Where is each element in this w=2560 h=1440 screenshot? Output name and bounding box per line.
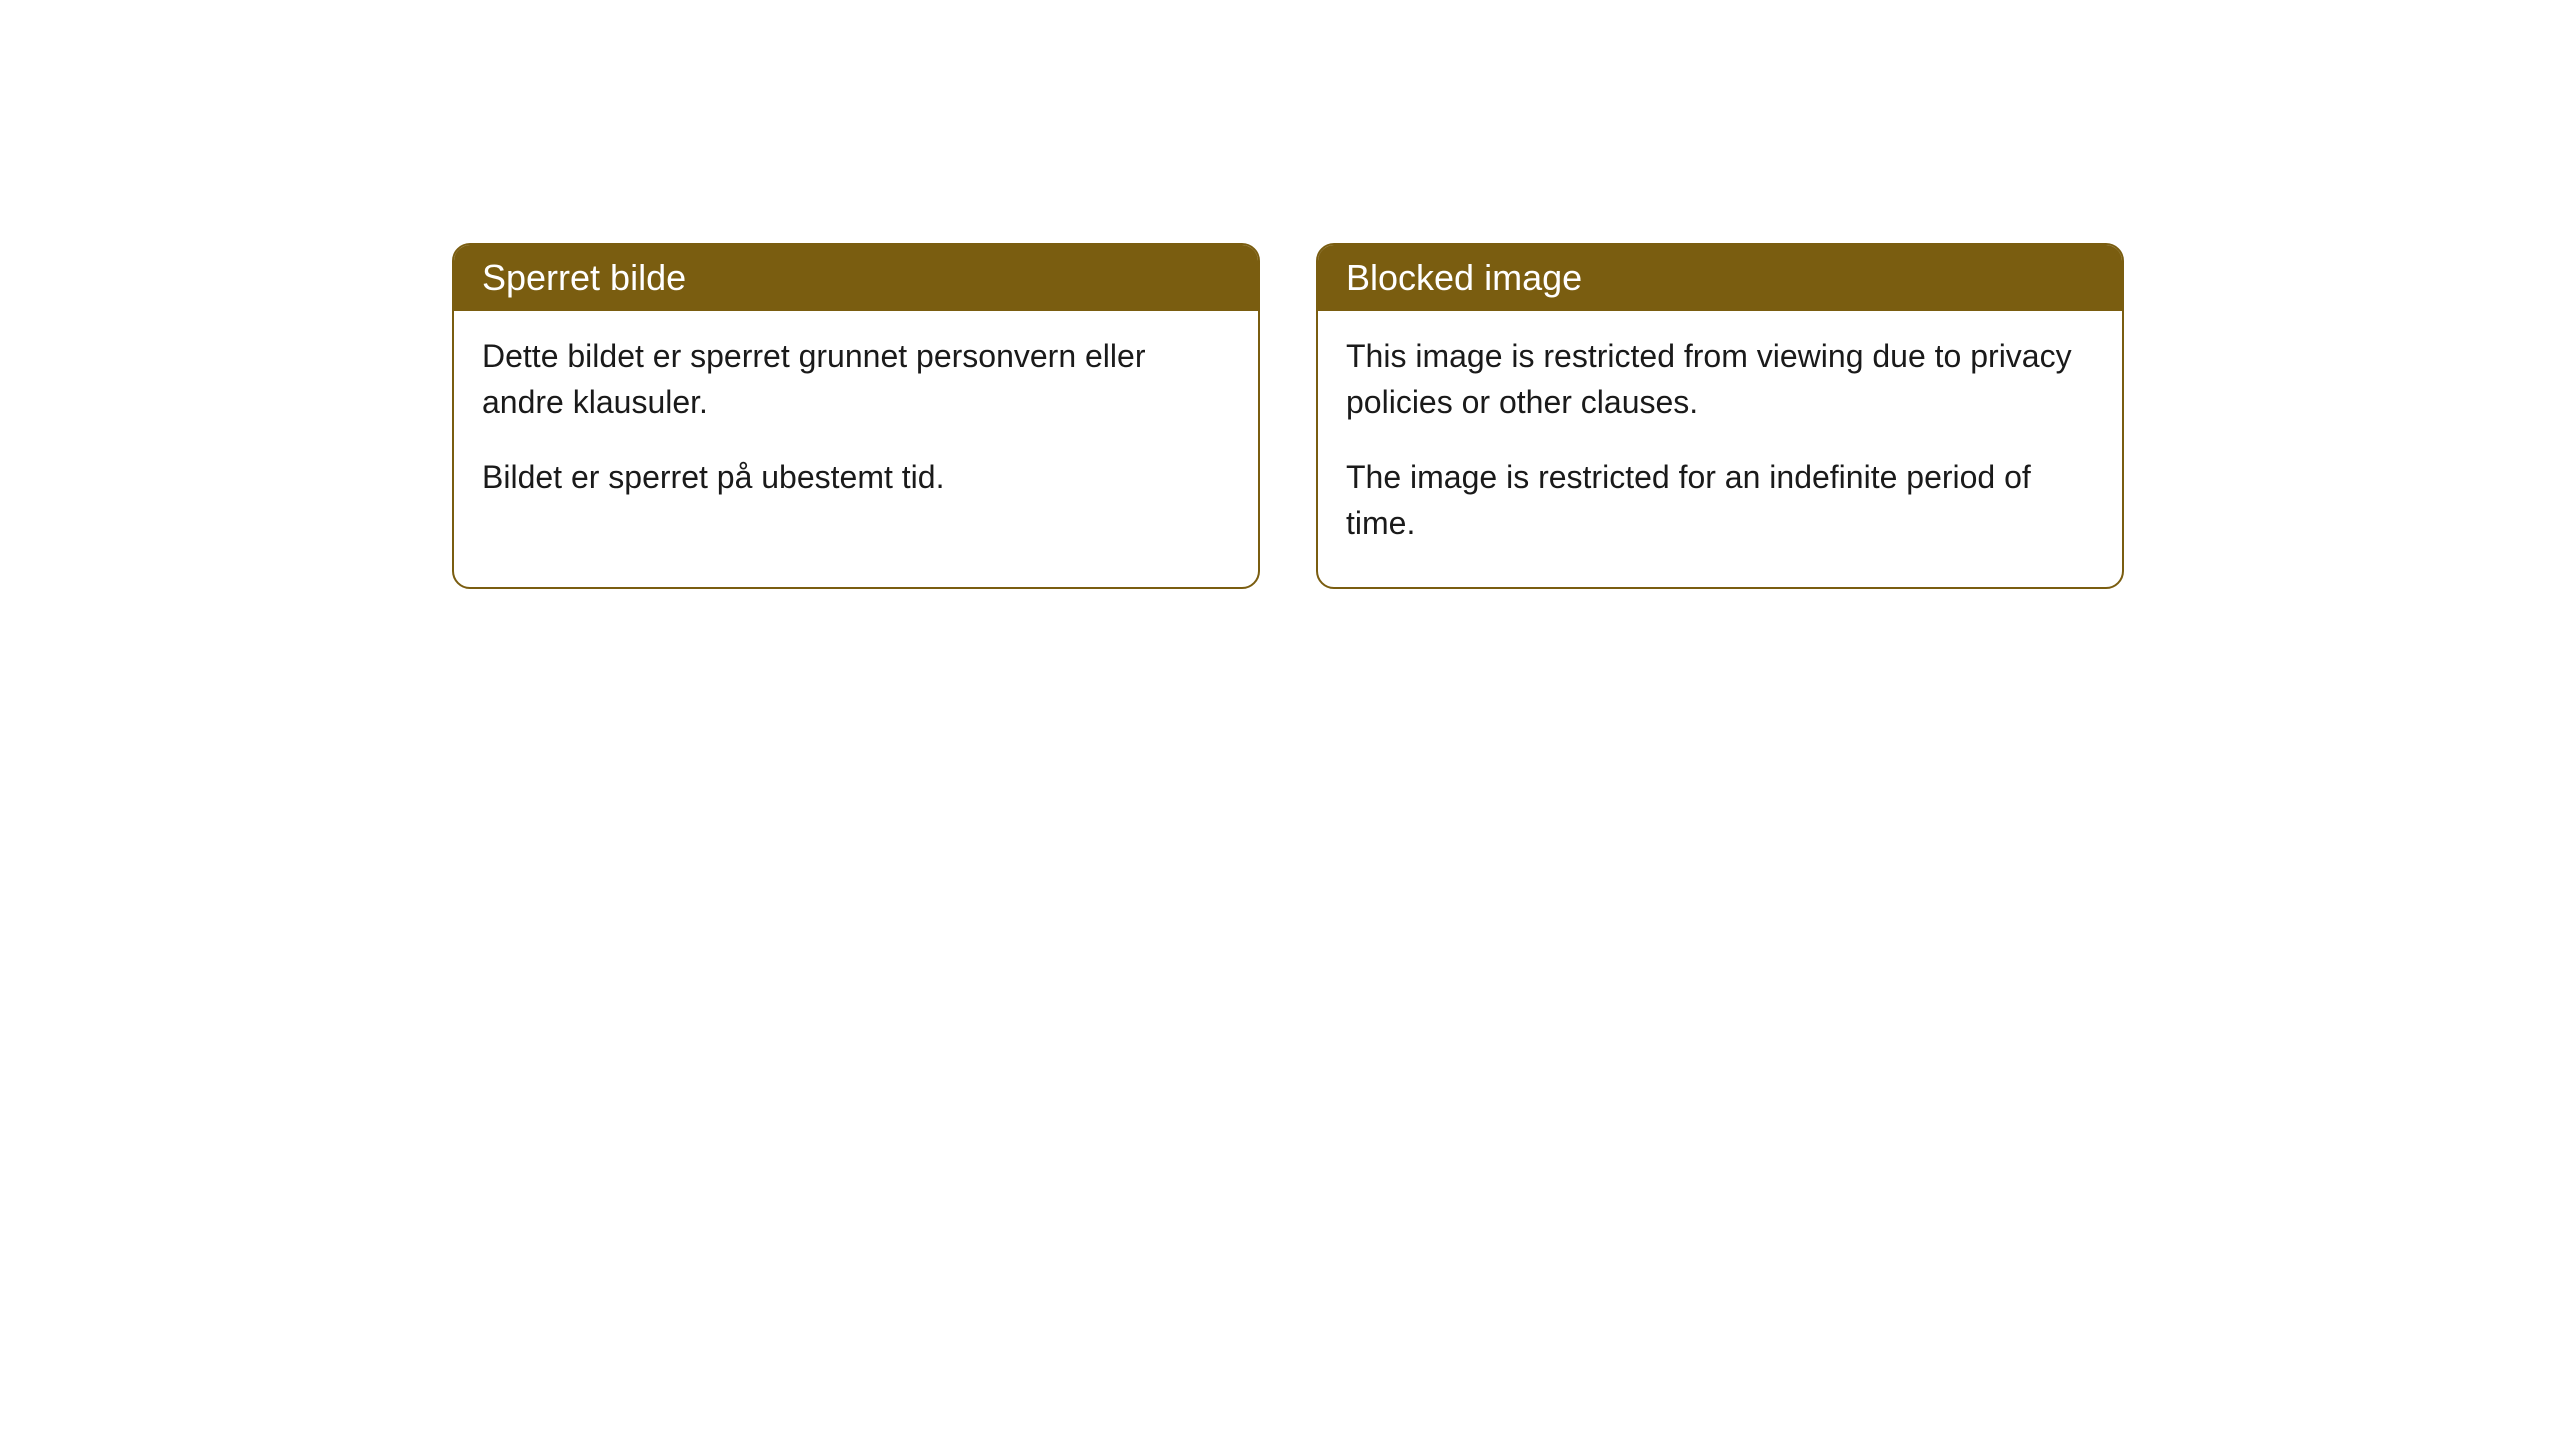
- card-paragraph: The image is restricted for an indefinit…: [1346, 454, 2094, 547]
- card-paragraph: Dette bildet er sperret grunnet personve…: [482, 333, 1230, 426]
- notice-card-english: Blocked image This image is restricted f…: [1316, 243, 2124, 589]
- card-body: Dette bildet er sperret grunnet personve…: [454, 311, 1258, 540]
- card-header: Sperret bilde: [454, 245, 1258, 311]
- card-header: Blocked image: [1318, 245, 2122, 311]
- notice-card-norwegian: Sperret bilde Dette bildet er sperret gr…: [452, 243, 1260, 589]
- notice-cards-container: Sperret bilde Dette bildet er sperret gr…: [452, 243, 2124, 589]
- card-body: This image is restricted from viewing du…: [1318, 311, 2122, 587]
- card-paragraph: Bildet er sperret på ubestemt tid.: [482, 454, 1230, 500]
- card-paragraph: This image is restricted from viewing du…: [1346, 333, 2094, 426]
